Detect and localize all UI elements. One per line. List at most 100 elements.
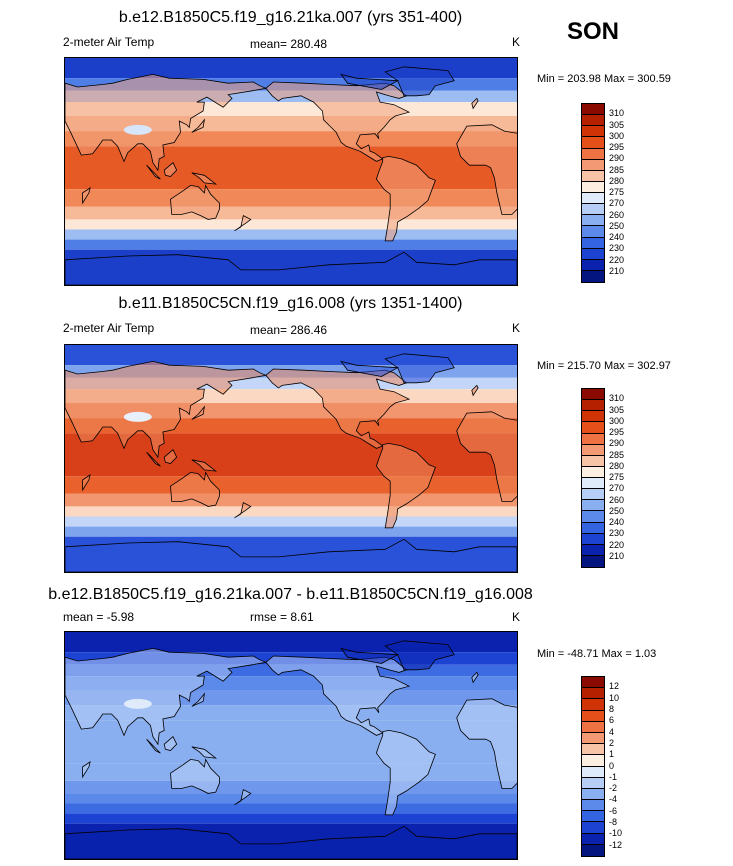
colorbar-tick-label: -4: [609, 794, 618, 805]
temperature-band: [65, 720, 517, 764]
colorbar-tick-label: 310: [609, 393, 625, 404]
panel-1-mean: mean= 280.48: [250, 37, 328, 51]
season-label: SON: [567, 18, 620, 45]
coastline: [340, 73, 400, 90]
colorbar-tick-label: 220: [609, 539, 625, 550]
coastline: [191, 172, 218, 185]
colorbar-swatch: [582, 422, 604, 434]
temperature-band: [65, 493, 517, 507]
coastline: [384, 353, 455, 384]
colorbar-tick-label: 300: [609, 415, 625, 426]
colorbar-swatch: [582, 455, 604, 467]
colorbar-swatch: [582, 237, 604, 249]
coastline: [471, 384, 479, 397]
panel-3-rmse: rmse = 8.61: [250, 610, 314, 624]
colorbar-swatch: [582, 677, 604, 689]
panel-2-units: K: [512, 321, 521, 335]
colorbar-swatch: [582, 511, 604, 523]
coastline: [191, 692, 206, 707]
temperature-band: [65, 219, 517, 230]
panel-2-minmax: Min = 215.70 Max = 302.97: [537, 360, 671, 372]
tibetan-plateau-anomaly: [123, 124, 152, 135]
colorbar-tick-label: 10: [609, 692, 620, 703]
temperature-band: [65, 229, 517, 240]
temperature-band: [65, 516, 517, 527]
colorbar-tick-label: 12: [609, 681, 620, 692]
colorbar-tick-label: 230: [609, 528, 625, 539]
coastline: [163, 162, 178, 177]
coastline: [65, 360, 268, 459]
colorbar-swatch: [582, 844, 604, 856]
temperature-band: [65, 803, 517, 814]
coastline: [234, 502, 252, 519]
colorbar-swatch: [582, 148, 604, 160]
colorbar-tick-label: 280: [609, 460, 625, 471]
colorbar-swatch: [582, 466, 604, 478]
panel-2-map: [64, 344, 518, 573]
coastline: [163, 736, 178, 751]
temperature-band: [65, 239, 517, 250]
colorbar-swatch: [582, 800, 604, 812]
colorbar-swatch: [582, 115, 604, 127]
panel-3-units: K: [512, 610, 521, 624]
panel-2-mean: mean= 286.46: [250, 323, 328, 337]
panel-2-variable: 2-meter Air Temp: [63, 321, 155, 335]
coastline: [375, 155, 436, 242]
coastline: [82, 474, 91, 492]
colorbar-swatch: [582, 744, 604, 756]
tibetan-plateau-anomaly: [123, 411, 152, 422]
coastline: [340, 360, 400, 377]
colorbar-tick-label: 305: [609, 404, 625, 415]
panel-2-colorbar: [581, 388, 605, 568]
colorbar-swatch: [582, 811, 604, 823]
colorbar-swatch: [582, 389, 604, 401]
panel-1-variable: 2-meter Air Temp: [63, 35, 155, 49]
panel-1-title: b.e12.B1850C5.f19_g16.21ka.007 (yrs 351-…: [118, 9, 463, 26]
colorbar-tick-label: 280: [609, 175, 625, 186]
coastline: [340, 647, 400, 664]
coastline: [471, 671, 479, 684]
temperature-band: [65, 506, 517, 517]
colorbar-tick-label: 250: [609, 220, 625, 231]
coastline: [163, 449, 178, 464]
colorbar-swatch: [582, 170, 604, 182]
coastline: [146, 451, 161, 467]
colorbar-swatch: [582, 104, 604, 116]
panel-2-map-canvas: [65, 345, 517, 572]
colorbar-swatch: [582, 259, 604, 271]
panel-1-minmax: Min = 203.98 Max = 300.59: [537, 73, 671, 85]
temperature-band: [65, 433, 517, 477]
panel-3-map: [64, 631, 518, 860]
coastline: [191, 459, 218, 472]
colorbar-tick-label: -12: [609, 839, 623, 850]
colorbar-tick-label: 230: [609, 243, 625, 254]
coastline: [146, 164, 161, 180]
coastline: [456, 411, 517, 502]
colorbar-tick-label: 6: [609, 715, 615, 726]
colorbar-swatch: [582, 489, 604, 501]
colorbar-tick-label: 210: [609, 550, 625, 561]
colorbar-tick-label: 0: [609, 760, 615, 771]
coastline: [65, 538, 517, 572]
colorbar-tick-label: 290: [609, 438, 625, 449]
temperature-band: [65, 206, 517, 220]
colorbar-tick-label: -6: [609, 805, 618, 816]
temperature-band: [65, 189, 517, 207]
temperature-band: [65, 793, 517, 804]
colorbar-swatch: [582, 544, 604, 556]
colorbar-swatch: [582, 833, 604, 845]
colorbar-swatch: [582, 500, 604, 512]
coastline: [384, 640, 455, 671]
colorbar-swatch: [582, 204, 604, 216]
colorbar-tick-label: 8: [609, 703, 615, 714]
coastline: [384, 66, 455, 97]
panel-3-mean: mean = -5.98: [63, 610, 135, 624]
colorbar-tick-label: 290: [609, 153, 625, 164]
panel-1-units: K: [512, 35, 521, 49]
coastline: [191, 405, 206, 420]
colorbar-swatch: [582, 732, 604, 745]
coastline: [146, 738, 161, 754]
colorbar-swatch: [582, 126, 604, 138]
coastline: [456, 124, 517, 215]
tibetan-plateau-anomaly: [123, 698, 152, 709]
